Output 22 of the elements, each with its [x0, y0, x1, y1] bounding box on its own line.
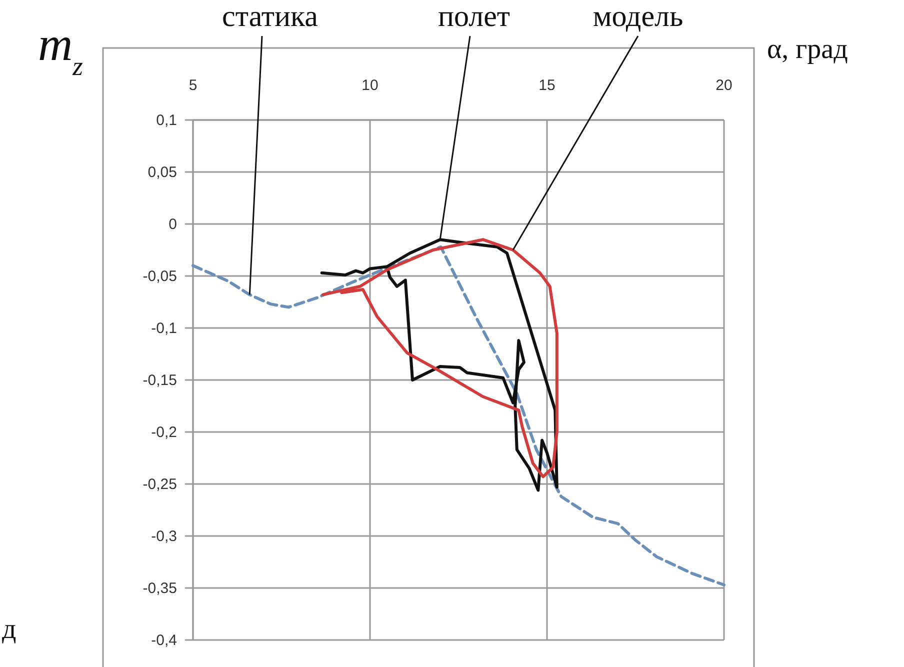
- y-tick-label: -0,05: [142, 268, 177, 285]
- y-tick-label: -0,35: [142, 580, 177, 597]
- y-tick-label: -0,2: [151, 424, 177, 441]
- x-tick-label: 10: [362, 77, 378, 94]
- text: полет: [438, 0, 510, 33]
- y-tick-label: 0,1: [156, 112, 177, 129]
- y-tick-label: -0,1: [151, 320, 177, 337]
- text: модель: [592, 0, 684, 33]
- x-tick-label: 20: [716, 77, 732, 94]
- line-series: [192, 245, 726, 586]
- y-tick-label: 0,05: [148, 164, 177, 181]
- y-axis-title: m$_{z}$: [38, 18, 83, 81]
- y-tick-label: -0,3: [151, 528, 177, 545]
- x-tick-label: 15: [538, 77, 556, 94]
- y-tick-label: -0,25: [142, 476, 177, 493]
- x-tick-label: 5: [188, 77, 198, 94]
- x-axis-title: α, град: [767, 34, 848, 65]
- y-tick-label: 0: [168, 216, 177, 233]
- y-tick-label: -0,15: [142, 372, 177, 389]
- y-tick-label: -0,4: [151, 632, 177, 649]
- text: статика: [222, 0, 318, 33]
- text: д: [2, 614, 16, 645]
